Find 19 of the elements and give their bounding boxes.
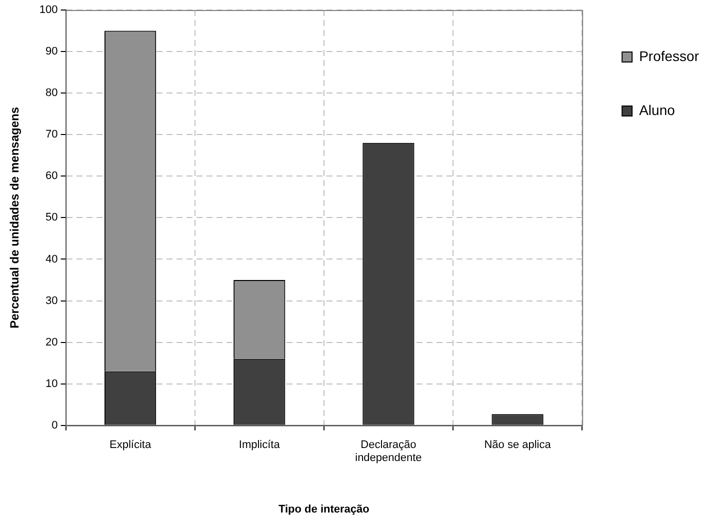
y-tick-label: 70 (46, 128, 58, 141)
y-axis-title: Percentual de unidades de mensagens (8, 106, 22, 328)
x-axis-title: Tipo de interação (278, 503, 370, 516)
y-tick-label: 10 (46, 378, 58, 390)
x-tick-label: Implicíta (238, 439, 281, 452)
legend-label: Aluno (639, 102, 676, 118)
y-tick-label: 60 (46, 170, 58, 182)
x-tick-label: Declaração independente (355, 439, 422, 464)
legend-label: Professor (639, 48, 700, 64)
y-tick-label: 90 (46, 46, 58, 58)
y-tick-label: 0 (52, 419, 58, 432)
y-tick-label: 50 (46, 212, 58, 224)
x-tick-label: Não se aplica (484, 439, 552, 452)
y-tick-label: 80 (46, 87, 58, 100)
x-tick-label: Explícita (110, 439, 152, 452)
y-tick-label: 20 (46, 336, 58, 348)
y-tick-label: 40 (46, 253, 58, 266)
y-tick-label: 100 (39, 4, 58, 16)
y-tick-label: 30 (46, 294, 58, 307)
